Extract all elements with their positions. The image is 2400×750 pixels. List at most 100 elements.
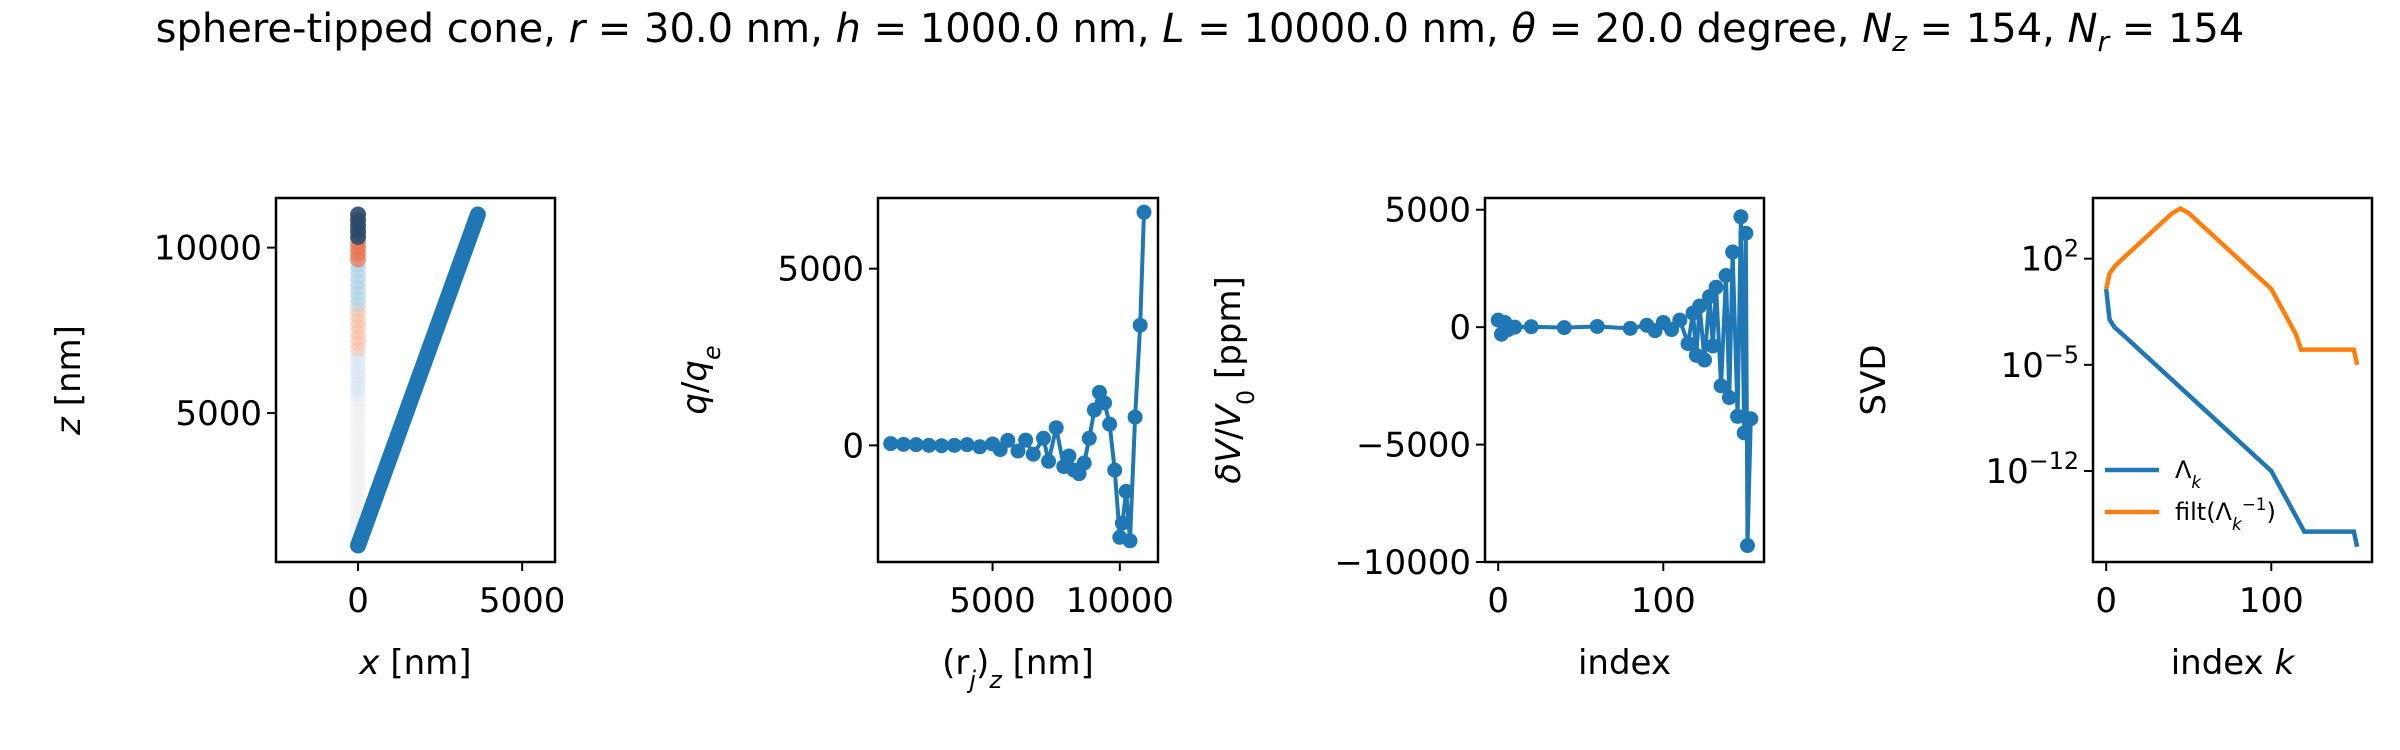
charge-column-point [350,486,367,503]
title-L-symbol: L [1162,6,1185,52]
voltage-error-line [1496,216,1753,546]
title-prefix: sphere-tipped cone, [155,6,569,52]
voltage-error-point [1730,408,1746,424]
x-tick-label: 5000 [949,581,1036,621]
x-axis-label: index [1578,643,1671,683]
charge-column-point [350,419,367,436]
charge-column-point [350,458,367,475]
x-tick-label: 0 [1487,581,1509,621]
charge-column-point [350,318,367,335]
charge-column-point [350,425,367,442]
voltage-error-point [1680,336,1696,352]
charge-column-point [350,352,367,369]
voltage-error-point [1736,425,1752,441]
voltage-error-point [1733,209,1749,225]
charge-data-point [1114,515,1130,531]
svd-series-line-1 [2104,206,2360,366]
charge-column-point [350,408,367,425]
legend-label-filt: filt(Λk−1) [2175,494,2276,534]
charge-column-point [350,464,367,481]
charge-column-point [350,285,367,302]
voltage-error-point [1718,267,1734,283]
charge-data-point [1097,395,1113,411]
charge-data-point [1000,432,1016,448]
title-h-value: = 1000.0 nm, [860,6,1163,52]
x-tick-label: 5000 [479,581,566,621]
charge-data-point [1061,448,1077,464]
axes-frame-1 [876,196,1160,564]
title-Nz-symbol: N [1862,6,1893,52]
charge-data-point [1048,420,1064,436]
charge-column-point [350,290,367,307]
charge-data-point [1136,204,1152,220]
charge-column-point [350,262,367,279]
voltage-error-point [1721,390,1737,406]
charge-column-point [350,335,367,352]
charge-column-point [350,498,367,515]
charge-column-point [350,206,367,223]
charge-column-point [350,369,367,386]
title-Nr-subscript: r [2097,25,2110,58]
title-theta-value: = 20.0 degree, [1535,6,1863,52]
title-Nr-symbol: N [2067,6,2098,52]
y-tick-label: 10−12 [1986,447,2080,492]
y-axis-label: SVD [1854,344,1894,415]
charge-data-point [1018,432,1034,448]
charge-data-point [1025,446,1041,462]
panel-3-points [1490,209,1759,554]
panel-2-points [883,204,1152,549]
charge-data-point [1107,462,1123,478]
y-tick-label: 102 [2021,235,2079,280]
charge-column-point [350,447,367,464]
charge-column-point [350,492,367,509]
charge-column-point [350,430,367,447]
legend-label-lambda: Λk [2175,456,2202,492]
title-r-symbol: r [568,6,586,52]
x-tick-label: 100 [2239,581,2304,621]
charge-data-point [1132,317,1148,333]
charge-column-point [350,363,367,380]
voltage-error-point [1589,318,1605,334]
charge-column-point [350,397,367,414]
charge-data-point [1010,443,1026,459]
title-Nz-subscript: z [1892,25,1907,58]
y-tick-label: 0 [842,426,864,466]
y-axis-label: z [nm] [49,325,89,436]
charge-data-point [959,437,975,453]
svd-series-line-0 [2103,288,2360,548]
voltage-error-point [1708,279,1724,295]
axes-frame-0 [274,196,557,564]
panel-1-points [350,206,486,554]
y-axis-label: δV/V0 [ppm] [1209,276,1260,484]
charge-data-point [1035,430,1051,446]
charge-column-point [350,374,367,391]
voltage-error-point [1672,312,1688,328]
charge-data-point [1102,416,1118,432]
charge-column-point [350,453,367,470]
voltage-error-point [1705,338,1721,354]
title-Nr-value: = 154 [2109,6,2245,52]
y-axis-label: q/qe [675,345,726,414]
charge-data-point [1076,455,1092,471]
charge-data-point [895,436,911,452]
charge-column-point [350,391,367,408]
voltage-error-point [1507,319,1523,335]
charge-column-point [350,301,367,318]
cone-surface-point [469,206,486,223]
y-tick-label: 10−5 [2001,341,2079,386]
charge-data-point [1041,453,1057,469]
charge-column-point [350,307,367,324]
charge-data-point [1118,483,1134,499]
y-tick-label: 5000 [1384,191,1471,231]
voltage-error-point [1738,225,1754,241]
voltage-error-point [1523,319,1539,335]
title-theta-symbol: θ [1511,6,1536,52]
charge-column-point [350,341,367,358]
charge-column-point [350,324,367,341]
charge-column-point [350,268,367,285]
voltage-error-point [1739,538,1755,554]
title-r-value: = 30.0 nm, [585,6,836,52]
charge-column-point [350,273,367,290]
charge-column-point [350,475,367,492]
